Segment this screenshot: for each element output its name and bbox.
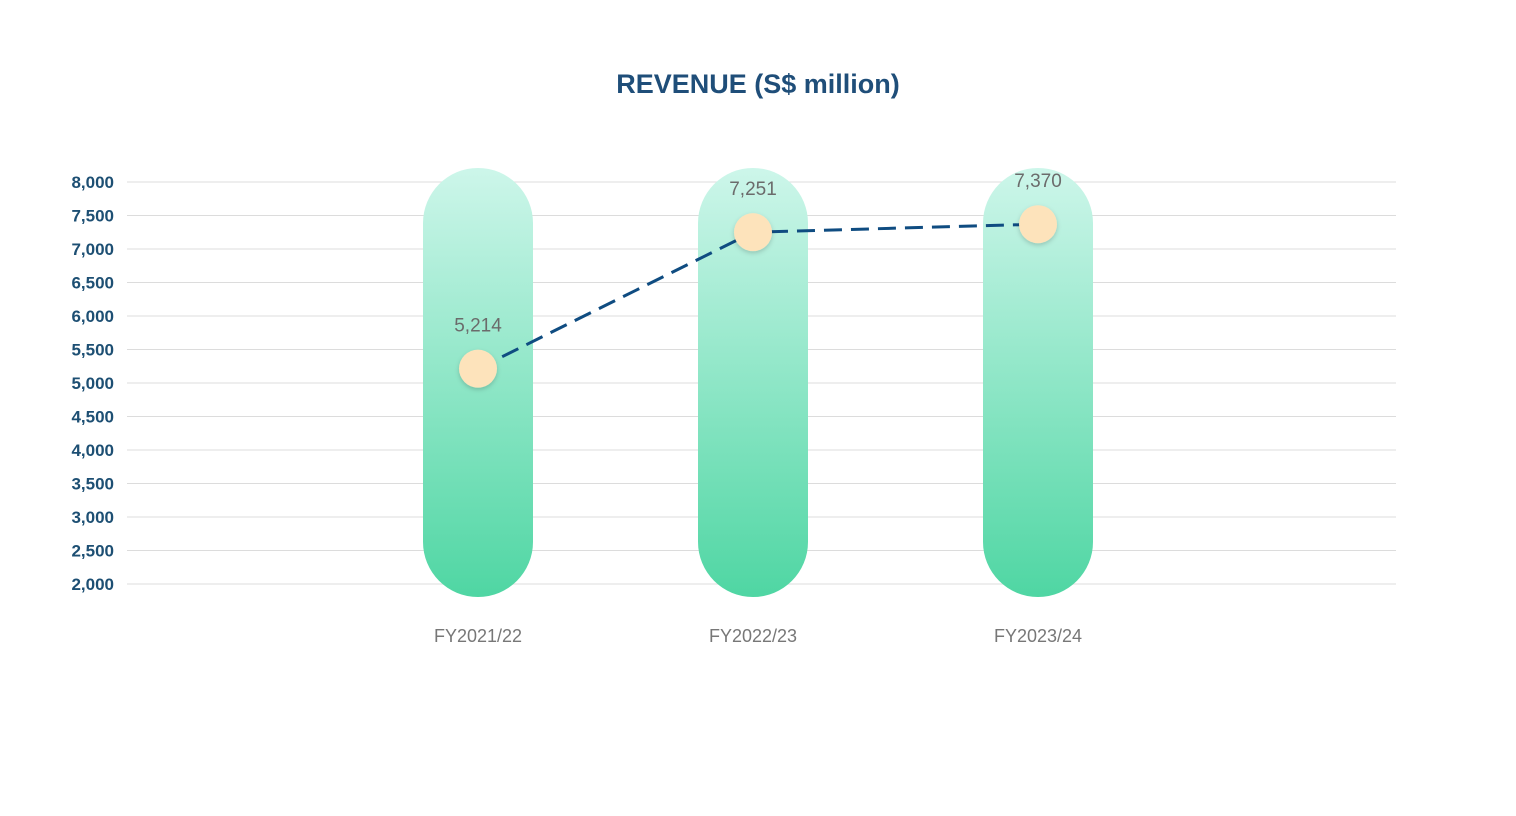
y-tick-label: 2,500 — [71, 542, 114, 561]
data-labels: 5,214 7,251 7,370 — [454, 171, 1062, 336]
x-axis-ticks: FY2021/22 FY2022/23 FY2023/24 — [434, 626, 1082, 646]
data-point-marker — [459, 349, 497, 388]
y-axis-ticks: 2,000 2,500 3,000 3,500 4,000 4,500 5,000 5,500… — [71, 173, 114, 594]
data-label: 7,251 — [729, 179, 777, 200]
y-tick-label: 6,000 — [71, 307, 114, 326]
y-tick-label: 8,000 — [71, 173, 114, 192]
data-point-marker — [734, 213, 772, 252]
y-tick-label: 7,500 — [71, 207, 114, 226]
y-tick-label: 4,000 — [71, 441, 114, 460]
y-tick-label: 7,000 — [71, 240, 114, 259]
markers — [459, 205, 1057, 388]
data-label: 7,370 — [1014, 171, 1062, 192]
x-tick-label: FY2023/24 — [994, 626, 1082, 646]
y-tick-label: 3,500 — [71, 475, 114, 494]
bar — [698, 168, 808, 597]
bar — [983, 168, 1093, 597]
chart-title: REVENUE (S$ million) — [616, 69, 900, 99]
y-tick-label: 6,500 — [71, 274, 114, 293]
x-tick-label: FY2022/23 — [709, 626, 797, 646]
y-tick-label: 5,500 — [71, 341, 114, 360]
y-tick-label: 2,000 — [71, 575, 114, 594]
y-tick-label: 5,000 — [71, 374, 114, 393]
data-point-marker — [1019, 205, 1057, 244]
y-tick-label: 3,000 — [71, 508, 114, 527]
x-tick-label: FY2021/22 — [434, 626, 522, 646]
data-label: 5,214 — [454, 316, 502, 337]
y-tick-label: 4,500 — [71, 408, 114, 427]
